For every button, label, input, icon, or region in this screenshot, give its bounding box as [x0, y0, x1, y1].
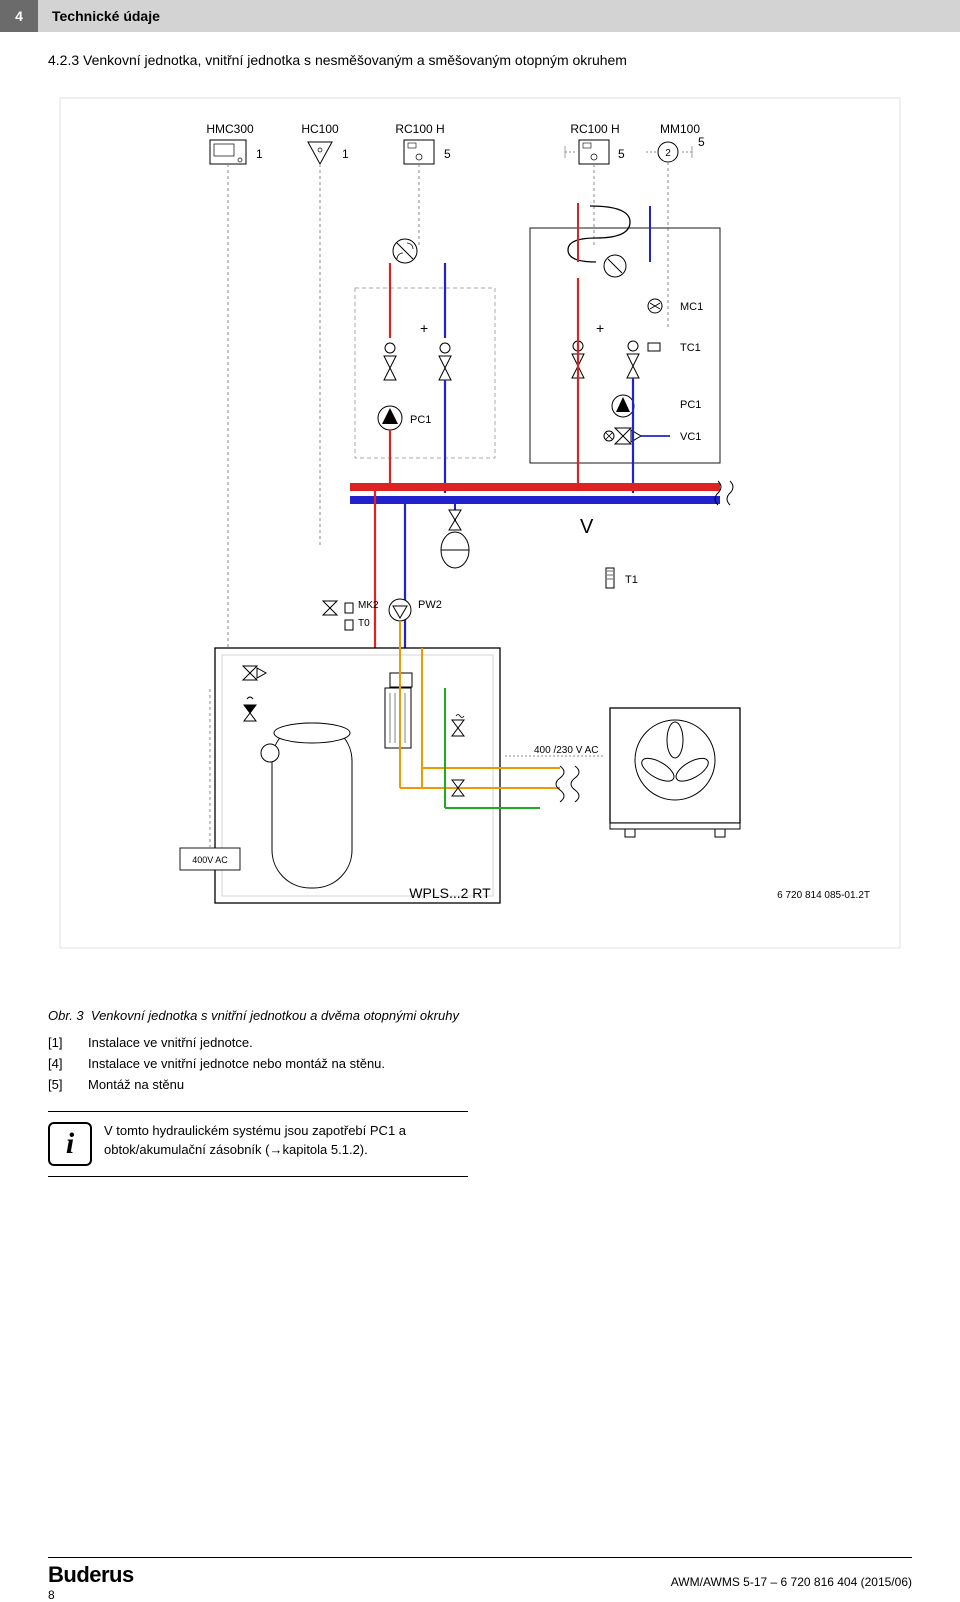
indoor-unit: MK2 T0 PW2 — [215, 599, 560, 903]
hydraulic-diagram: HMC300 1 HC100 1 RC100 H — [48, 88, 912, 988]
expansion-vessel — [441, 503, 469, 568]
section-title: 4.2.3 Venkovní jednotka, vnitřní jednotk… — [48, 52, 912, 68]
legend-item: [5]Montáž na stěnu — [48, 1075, 912, 1096]
info-icon: i — [48, 1122, 92, 1166]
legend-item: [4]Instalace ve vnitřní jednotce nebo mo… — [48, 1054, 912, 1075]
controller-rc100h-b: RC100 H 5 — [565, 122, 625, 164]
svg-text:+: + — [596, 320, 604, 336]
legend: [1]Instalace ve vnitřní jednotce. [4]Ins… — [48, 1033, 912, 1095]
v-label: V — [580, 516, 594, 538]
svg-text:1: 1 — [342, 147, 349, 161]
svg-text:+: + — [420, 320, 428, 336]
outdoor-unit — [610, 708, 740, 837]
svg-text:RC100 H: RC100 H — [395, 122, 444, 136]
sensor-t1 — [606, 568, 614, 588]
page-footer: Buderus 8 AWM/AWMS 5-17 – 6 720 816 404 … — [48, 1557, 912, 1602]
figure-caption: Obr. 3 Venkovní jednotka s vnitřní jedno… — [48, 1008, 912, 1023]
controller-rc100h-a: RC100 H 5 — [395, 122, 451, 164]
svg-text:T0: T0 — [358, 618, 370, 629]
svg-text:HC100: HC100 — [301, 122, 339, 136]
controller-hc100: HC100 1 — [301, 122, 349, 164]
chapter-number: 4 — [0, 0, 38, 32]
svg-text:HMC300: HMC300 — [206, 122, 254, 136]
figure-ref: 6 720 814 085-01.2T — [777, 890, 870, 901]
svg-text:TC1: TC1 — [680, 342, 701, 354]
model-label: WPLS...2 RT — [409, 885, 491, 901]
svg-text:PW2: PW2 — [418, 599, 442, 611]
controller-hmc300: HMC300 1 — [206, 122, 263, 164]
svg-text:RC100 H: RC100 H — [570, 122, 619, 136]
svg-text:PC1: PC1 — [410, 414, 431, 426]
info-text: V tomto hydraulickém systému jsou zapotř… — [104, 1122, 468, 1160]
chapter-title: Technické údaje — [38, 0, 960, 32]
controller-mm100: MM100 2 5 — [646, 122, 705, 162]
svg-text:MK2: MK2 — [358, 600, 379, 611]
svg-text:1: 1 — [256, 147, 263, 161]
svg-text:MM100: MM100 — [660, 122, 700, 136]
svg-text:5: 5 — [698, 135, 705, 149]
svg-text:5: 5 — [618, 147, 625, 161]
page-number: 8 — [48, 1588, 134, 1602]
svg-text:400V AC: 400V AC — [192, 855, 228, 865]
page-header: 4 Technické údaje — [0, 0, 960, 32]
svg-text:PC1: PC1 — [680, 399, 701, 411]
info-note: i V tomto hydraulickém systému jsou zapo… — [48, 1111, 468, 1177]
document-id: AWM/AWMS 5-17 – 6 720 816 404 (2015/06) — [671, 1575, 912, 1589]
svg-text:5: 5 — [444, 147, 451, 161]
svg-text:VC1: VC1 — [680, 431, 701, 443]
heating-circuit-right: MC1 + TC1 — [530, 203, 720, 493]
legend-item: [1]Instalace ve vnitřní jednotce. — [48, 1033, 912, 1054]
svg-text:2: 2 — [665, 148, 671, 159]
brand-logo: Buderus — [48, 1562, 134, 1588]
svg-text:MC1: MC1 — [680, 301, 703, 313]
heating-circuit-left: + PC1 — [355, 239, 495, 493]
power-indoor: 400 /230 V AC — [534, 745, 599, 756]
svg-text:T1: T1 — [625, 574, 638, 586]
